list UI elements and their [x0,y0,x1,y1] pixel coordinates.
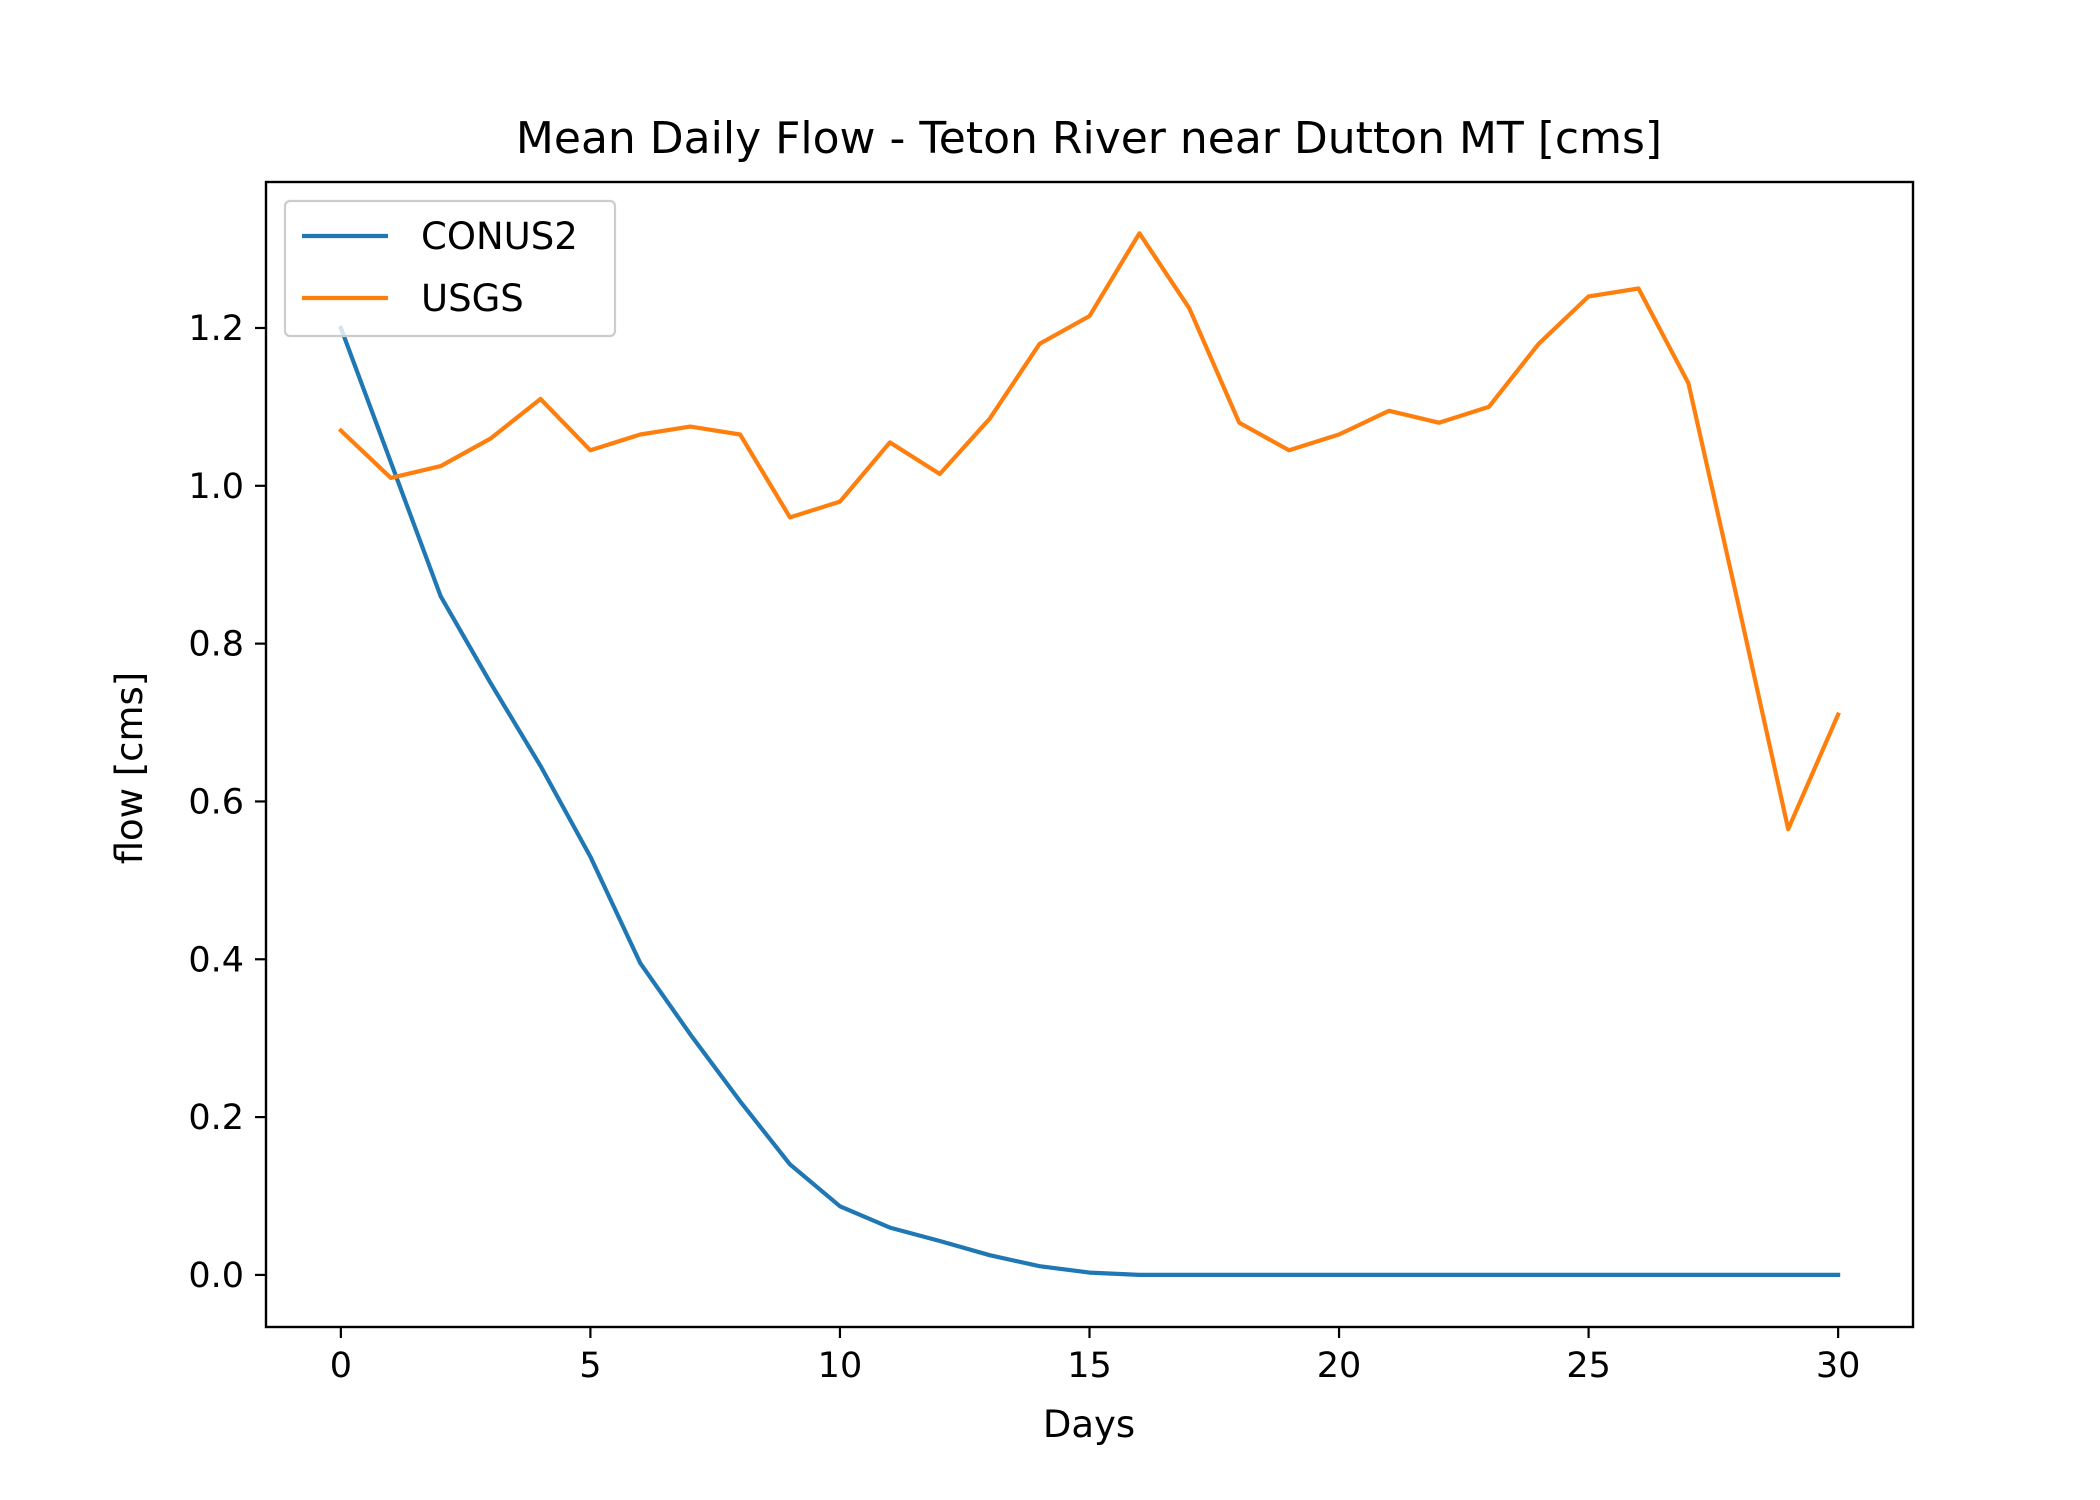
y-tick-label: 0.6 [188,782,244,822]
y-tick-label: 1.0 [188,467,244,507]
y-tick-label: 0.8 [188,625,244,665]
series-line-conus2 [338,325,1841,1278]
y-axis: 0.0 0.2 0.4 0.6 0.8 1.0 1.2 [188,309,266,1296]
legend-label-usgs: USGS [421,277,524,320]
y-tick-label: 1.2 [188,309,244,349]
x-axis: 0 5 10 15 20 25 30 [330,1327,1861,1386]
x-tick-label: 30 [1816,1346,1861,1386]
x-tick-label: 20 [1317,1346,1362,1386]
x-tick-label: 15 [1067,1346,1112,1386]
legend: CONUS2 USGS [283,199,617,338]
legend-label-conus2: CONUS2 [421,215,578,258]
y-tick-label: 0.2 [188,1098,244,1138]
chart-title: Mean Daily Flow - Teton River near Dutto… [516,113,1662,164]
x-tick-label: 5 [579,1346,601,1386]
y-tick-label: 0.0 [188,1256,244,1296]
x-tick-label: 25 [1566,1346,1611,1386]
series-layer [337,231,1841,1278]
x-tick-label: 10 [818,1346,863,1386]
y-tick-label: 0.4 [188,940,244,980]
x-axis-label: Days [1043,1403,1135,1446]
series-line-usgs [337,231,1841,832]
y-axis-label: flow [cms] [108,672,151,865]
x-tick-label: 0 [330,1346,352,1386]
